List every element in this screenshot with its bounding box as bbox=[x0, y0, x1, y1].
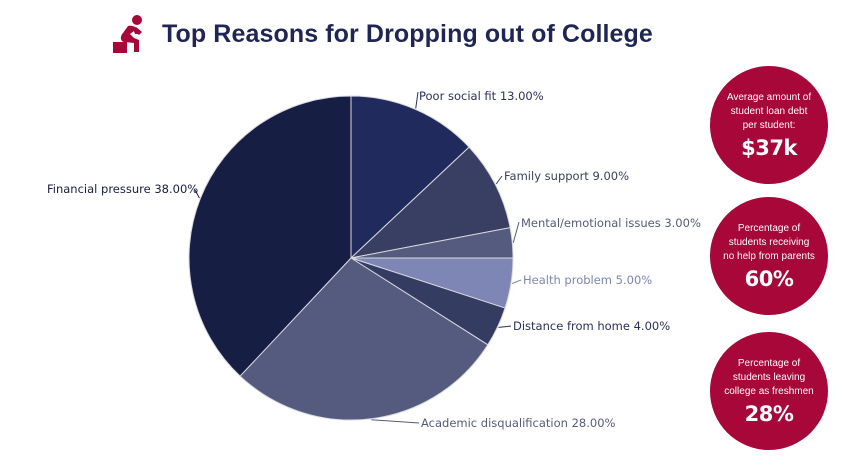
stat-description: Average amount of student loan debt per … bbox=[726, 91, 812, 131]
slice-label-poor-social-fit: Poor social fit 13.00% bbox=[419, 89, 544, 103]
leader-line bbox=[371, 419, 420, 424]
leader-line bbox=[512, 221, 520, 243]
stat-value: 28% bbox=[744, 401, 794, 426]
slice-label-health-problem: Health problem 5.00% bbox=[523, 273, 652, 287]
label-leader-lines bbox=[194, 91, 522, 424]
stat-description: Percentage of students receiving no help… bbox=[723, 222, 815, 262]
pie-slice-financial-pressure bbox=[188, 95, 352, 377]
stat-value: 60% bbox=[744, 266, 794, 291]
thinking-person-icon bbox=[113, 15, 142, 53]
stat-circle-loan-debt: Average amount of student loan debt per … bbox=[710, 66, 828, 184]
stat-description: Percentage of students leaving college a… bbox=[724, 357, 814, 397]
slice-label-academic-disqualification: Academic disqualification 28.00% bbox=[421, 416, 616, 430]
slice-labels: Poor social fit 13.00% Family support 9.… bbox=[47, 89, 701, 430]
leader-line bbox=[498, 325, 512, 328]
leader-line bbox=[415, 91, 419, 109]
stat-value: $37k bbox=[741, 135, 797, 160]
slice-label-mental-emotional: Mental/emotional issues 3.00% bbox=[521, 216, 701, 230]
leader-line bbox=[495, 175, 503, 185]
pie-slice-family-support bbox=[349, 146, 511, 259]
leader-line bbox=[511, 279, 522, 284]
pie-slice-academic-disqualification bbox=[239, 257, 489, 421]
slice-label-financial-pressure: Financial pressure 38.00% bbox=[47, 182, 198, 196]
stat-circle-freshmen-leaving: Percentage of students leaving college a… bbox=[710, 332, 828, 450]
stat-circle-no-parent-help: Percentage of students receiving no help… bbox=[710, 197, 828, 315]
leader-line bbox=[194, 189, 200, 199]
pie-slices bbox=[188, 95, 514, 421]
slice-label-family-support: Family support 9.00% bbox=[504, 169, 629, 183]
chart-header: Top Reasons for Dropping out of College bbox=[112, 12, 653, 56]
chart-title: Top Reasons for Dropping out of College bbox=[162, 19, 653, 48]
pie-slice-poor-social-fit bbox=[350, 95, 470, 260]
slice-label-distance-from-home: Distance from home 4.00% bbox=[513, 319, 670, 333]
